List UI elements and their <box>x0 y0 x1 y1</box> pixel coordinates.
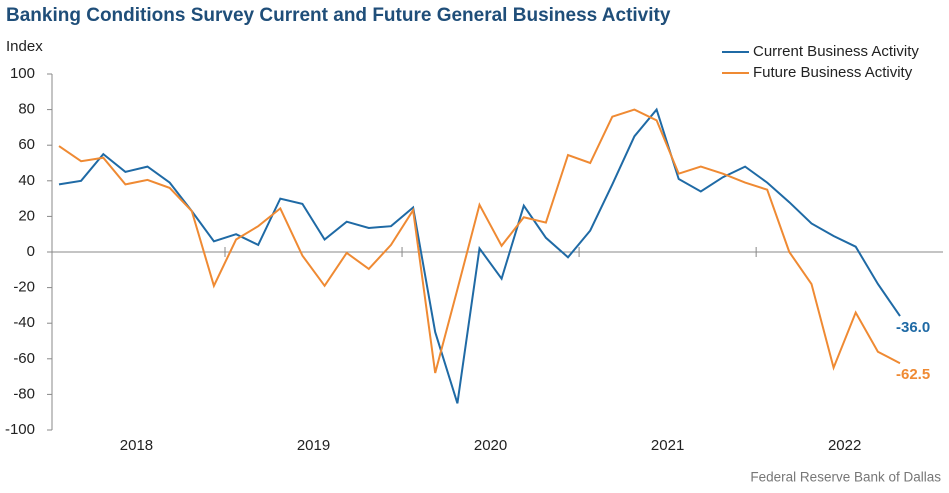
value-label: -62.5 <box>896 366 930 383</box>
y-tick-label: -100 <box>5 421 35 438</box>
x-tick-label: 2022 <box>828 437 861 454</box>
x-tick-label: 2019 <box>297 437 330 454</box>
y-tick-label: 0 <box>27 243 35 260</box>
y-tick-label: 80 <box>18 101 35 118</box>
x-tick-label: 2020 <box>474 437 507 454</box>
y-tick-label: -80 <box>13 385 35 402</box>
y-tick-label: 40 <box>18 172 35 189</box>
legend-label: Current Business Activity <box>753 43 919 60</box>
y-tick-label: 100 <box>10 65 35 82</box>
x-tick-label: 2018 <box>120 437 153 454</box>
y-tick-label: 20 <box>18 207 35 224</box>
y-axis-label: Index <box>6 38 43 55</box>
series-line <box>58 108 901 374</box>
chart-title: Banking Conditions Survey Current and Fu… <box>6 5 671 26</box>
y-tick-label: -60 <box>13 350 35 367</box>
legend-label: Future Business Activity <box>753 64 913 81</box>
value-label: -36.0 <box>896 319 930 336</box>
y-tick-label: -40 <box>13 314 35 331</box>
y-tick-label: 60 <box>18 136 35 153</box>
x-tick-label: 2021 <box>651 437 684 454</box>
y-tick-label: -20 <box>13 279 35 296</box>
source: Federal Reserve Bank of Dallas <box>750 470 941 485</box>
series-line <box>58 107 901 404</box>
